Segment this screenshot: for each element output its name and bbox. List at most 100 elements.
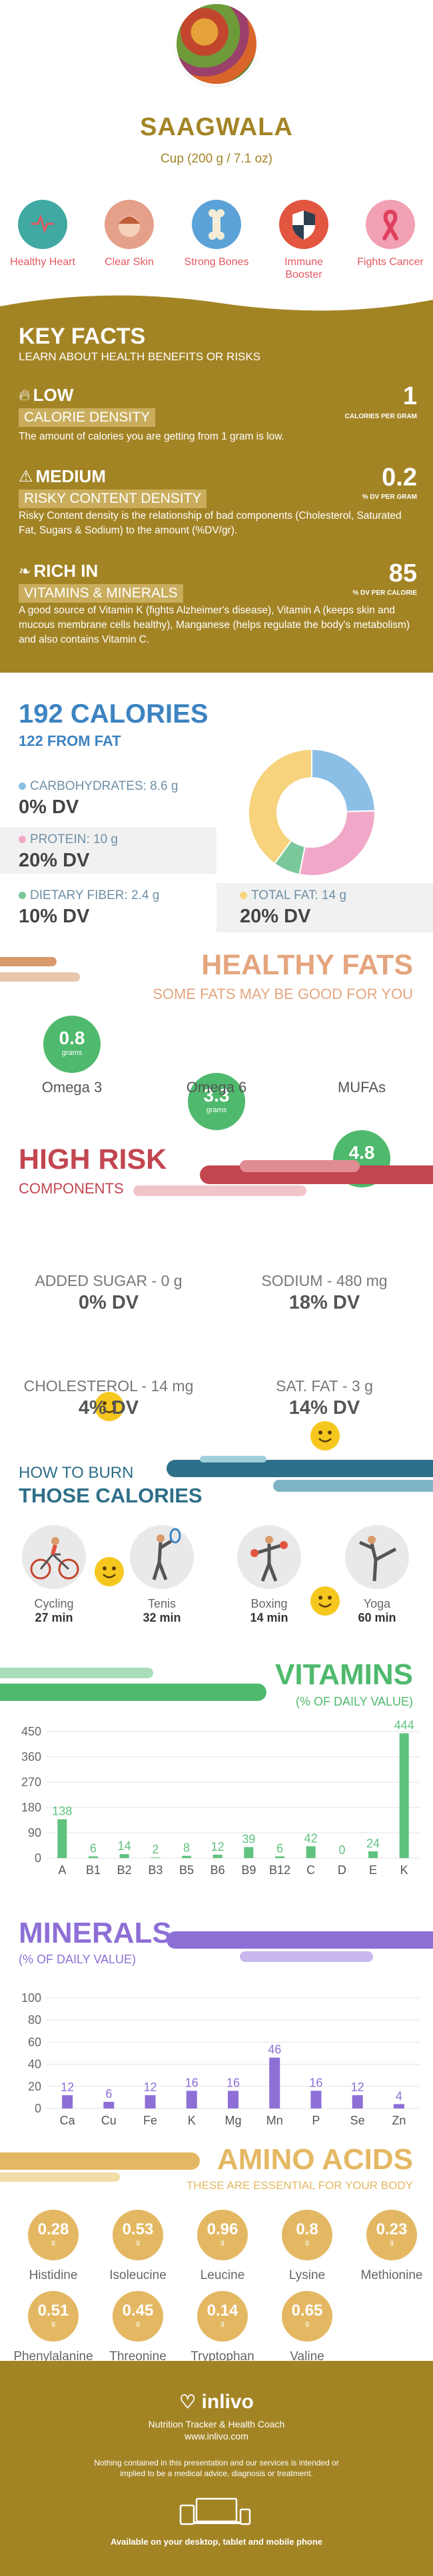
amino-badge: 0.65 g (282, 2291, 332, 2342)
bar-Cu (103, 2102, 115, 2108)
amino-badge: 0.14 g (197, 2291, 248, 2342)
x-tick-label: Zn (392, 2114, 406, 2127)
fat-omega3-badge: 0.8 grams (43, 1016, 101, 1073)
macro-label: CARBOHYDRATES: 8.6 g (30, 779, 179, 793)
activity-yoga: Yoga 60 min (337, 1597, 417, 1625)
bar-B2 (119, 1854, 129, 1858)
bar-value-label: 42 (304, 1831, 318, 1845)
x-tick-label: P (312, 2114, 320, 2127)
macro-highlight (0, 827, 217, 874)
benefit-fights-cancer: Fights Cancer (354, 200, 427, 268)
bar-B1 (89, 1856, 98, 1858)
fact-category: CALORIE DENSITY (19, 408, 156, 427)
bar-value-label: 6 (276, 1841, 283, 1855)
x-tick-label: K (400, 1863, 408, 1877)
smiley-icon (95, 1557, 124, 1586)
bar-value-label: 12 (211, 1840, 224, 1853)
food-title: SAAGWALA (140, 113, 293, 141)
bar-Se (352, 2095, 363, 2108)
macro-protein: PROTEIN: 10 g 20% DV (19, 832, 118, 872)
x-tick-label: Se (350, 2114, 365, 2127)
risk-label: SAT. FAT - 3 g (276, 1377, 373, 1395)
x-tick-label: B6 (211, 1863, 225, 1877)
amino-label: Leucine (200, 2268, 245, 2282)
bar-value-label: 8 (183, 1841, 190, 1855)
benefits-row: Healthy Heart Clear Skin Strong Bones Im… (0, 193, 433, 300)
y-tick-label: 100 (21, 1991, 41, 2005)
brand-name: inlivo (201, 2391, 254, 2413)
footer-url[interactable]: www.inlivo.com (185, 2431, 248, 2441)
decor-stripe (0, 1684, 266, 1701)
macro-dv: 10% DV (19, 906, 90, 927)
x-tick-label: A (58, 1863, 66, 1877)
bar-A (57, 1819, 67, 1858)
decor-stripe (240, 1951, 373, 1962)
bar-value-label: 14 (118, 1839, 131, 1853)
y-tick-label: 0 (35, 2102, 41, 2115)
amino-value: 0.14 (207, 2302, 238, 2320)
macro-dv: 0% DV (19, 797, 79, 818)
activity-tennis: Tenis 32 min (122, 1597, 202, 1625)
fact-description: A good source of Vitamin K (fights Alzhe… (19, 605, 410, 645)
x-tick-label: B9 (241, 1863, 256, 1877)
activity-label: Yoga (363, 1597, 391, 1610)
y-tick-label: 60 (28, 2035, 41, 2049)
benefit-label: Fights Cancer (357, 256, 424, 268)
amino-value: 0.53 (122, 2220, 154, 2238)
amino-value: 0.23 (376, 2220, 408, 2238)
activity-boxing: Boxing 14 min (229, 1597, 309, 1625)
macro-dv: 20% DV (19, 850, 90, 871)
macro-label: PROTEIN: 10 g (30, 832, 118, 846)
heart-logo-icon: ♡ (179, 2392, 197, 2412)
y-tick-label: 360 (21, 1750, 41, 1764)
bar-Mn (269, 2057, 280, 2108)
amino-unit: g (220, 2320, 224, 2328)
amino-unit: g (220, 2239, 224, 2246)
bar-Fe (145, 2095, 156, 2108)
decor-stripe (0, 957, 57, 966)
smiley-icon (95, 1392, 124, 1421)
activity-label: Boxing (250, 1597, 288, 1610)
bar-value-label: 4 (396, 2089, 402, 2102)
amino-value: 0.65 (291, 2302, 323, 2320)
macro-dv: 20% DV (240, 906, 311, 927)
bar-value-label: 6 (105, 2087, 112, 2100)
minerals-subtitle: (% OF DAILY VALUE) (19, 1953, 137, 1966)
fat-label: Omega 3 (41, 1079, 103, 1096)
bar-value-label: 16 (226, 2076, 240, 2089)
key-facts-background (0, 295, 433, 673)
amino-unit: g (305, 2239, 309, 2246)
bar-value-label: 138 (52, 1805, 72, 1818)
bar-value-label: 39 (242, 1833, 255, 1846)
footer: ♡ inlivo Nutrition Tracker & Health Coac… (0, 2361, 433, 2576)
amino-unit: g (51, 2239, 55, 2246)
decor-stripe (240, 1160, 360, 1172)
risk-label: ADDED SUGAR - 0 g (35, 1272, 183, 1289)
fat-omega6-badge: 3.3 grams (188, 1073, 245, 1130)
key-facts-subtitle: LEARN ABOUT HEALTH BENEFITS OR RISKS (19, 350, 261, 363)
bar-B9 (244, 1847, 254, 1858)
macro-carbohydrates: CARBOHYDRATES: 8.6 g 0% DV (19, 779, 178, 818)
bar-value-label: 16 (185, 2076, 199, 2089)
calories-from-fat: 122 FROM FAT (19, 733, 121, 749)
activity-time: 27 min (35, 1611, 73, 1624)
amino-title: AMINO ACIDS (217, 2143, 413, 2176)
key-facts-title: KEY FACTS (19, 324, 146, 349)
amino-subtitle: THESE ARE ESSENTIAL FOR YOUR BODY (186, 2179, 413, 2192)
yoga-icon (345, 1525, 409, 1589)
devices-icon (0, 2495, 433, 2531)
benefit-healthy-heart: Healthy Heart (6, 200, 79, 268)
amino-badge: 0.28 g (28, 2210, 79, 2260)
benefit-immune-booster: Immune Booster (267, 200, 340, 281)
macro-dietary-fiber: DIETARY FIBER: 2.4 g 10% DV (19, 888, 159, 928)
decor-stripe (200, 1456, 266, 1462)
footer-tagline: Nutrition Tracker & Health Coach (148, 2419, 285, 2429)
amino-value: 0.28 (37, 2220, 69, 2238)
leaf-icon: ❧ (19, 562, 31, 579)
fact-description: Risky Content density is the relationshi… (19, 510, 402, 536)
fat-value: 4.8 (348, 1142, 375, 1163)
risk-dv: 14% DV (288, 1397, 360, 1419)
amino-label: Methionine (360, 2268, 423, 2282)
benefit-clear-skin: Clear Skin (93, 200, 166, 268)
